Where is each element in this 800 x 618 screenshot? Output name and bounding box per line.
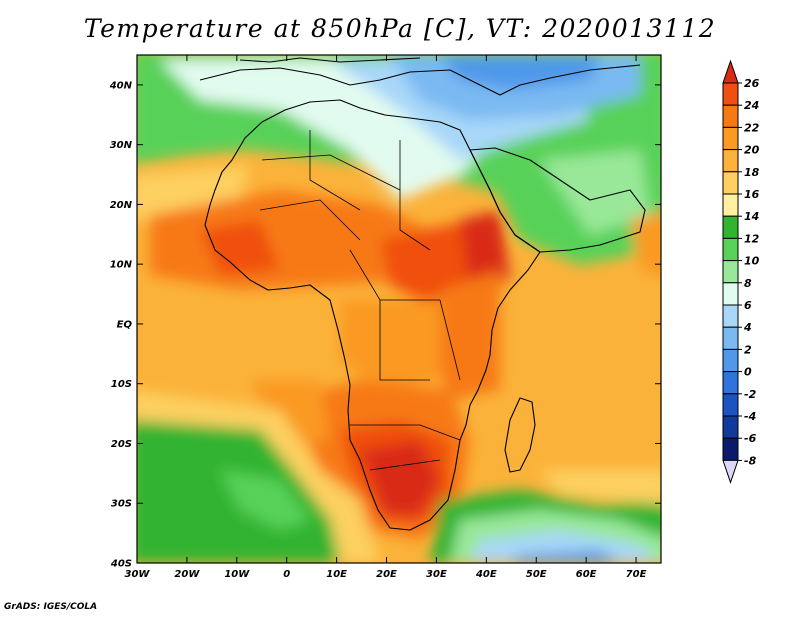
latitude-axis: 40N 30N 20N 10N EQ 10S 20S 30S 40S: [109, 80, 661, 570]
colorbar-label: -8: [744, 454, 757, 467]
colorbar-label: 8: [744, 277, 752, 290]
colorbar-top-arrow: [722, 59, 739, 84]
colorbar-swatch: [722, 171, 739, 195]
colorbar-label: 4: [743, 321, 752, 334]
colorbar-label: 6: [744, 299, 752, 312]
lat-tick-label: 20N: [110, 200, 133, 211]
lat-tick-label: 10N: [110, 260, 133, 271]
colorbar-label: -4: [744, 410, 756, 423]
colorbar-swatch: [722, 437, 739, 461]
colorbar-label: 10: [744, 255, 760, 268]
lon-tick-label: 30E: [426, 569, 447, 580]
lat-tick-label: 20S: [111, 439, 132, 450]
colorbar-swatch: [722, 326, 739, 350]
colorbar-swatch: [722, 126, 739, 151]
colorbar-label: -2: [744, 388, 757, 401]
lon-tick-label: 30W: [125, 569, 151, 580]
colorbar-swatch: [722, 215, 739, 239]
lon-tick-label: 50E: [526, 569, 547, 580]
lon-tick-label: 0: [283, 569, 290, 580]
lon-tick-label: 20E: [376, 569, 397, 580]
map-title: Temperature at 850hPa [C], VT: 202001311…: [83, 14, 717, 43]
colorbar-swatch: [722, 237, 739, 262]
colorbar-swatch: [722, 104, 739, 128]
colorbar-bottom-arrow: [722, 459, 739, 484]
colorbar-label: 16: [744, 188, 760, 201]
colorbar-label: 2: [744, 343, 752, 356]
lon-tick-label: 10W: [224, 569, 250, 580]
lon-tick-label: 20W: [174, 569, 200, 580]
longitude-axis: 30W 20W 10W 0 10E 20E 30E 40E 50E 60E 70E: [125, 55, 647, 580]
lon-tick-label: 40E: [475, 569, 497, 580]
lat-tick-label: 30S: [111, 499, 132, 510]
colorbar-label: 14: [744, 210, 759, 223]
colorbar-swatch: [722, 304, 739, 328]
lat-tick-label: 10S: [111, 379, 132, 390]
colorbar-label: 0: [744, 366, 752, 379]
lon-tick-label: 60E: [576, 569, 597, 580]
lon-tick-label: 10E: [326, 569, 347, 580]
lat-tick-label: 40N: [109, 80, 133, 91]
colorbar-swatch: [722, 149, 739, 173]
colorbar-swatch: [722, 415, 739, 439]
colorbar-swatch: [722, 282, 739, 306]
colorbar-swatch: [722, 348, 739, 373]
colorbar-label: 24: [744, 99, 759, 112]
map-frame: [136, 54, 662, 564]
colorbar-swatch: [722, 371, 739, 395]
credit-text: GrADS: IGES/COLA: [4, 602, 98, 612]
colorbar-swatch: [722, 193, 739, 217]
colorbar-label: 20: [744, 144, 760, 157]
colorbar-swatch: [722, 82, 739, 106]
lon-tick-label: 70E: [626, 569, 647, 580]
lat-tick-label: 30N: [110, 140, 133, 151]
temperature-field: [137, 55, 661, 563]
colorbar-swatch: [722, 393, 739, 417]
colorbar-label: -6: [744, 432, 757, 445]
lat-tick-label: 40S: [110, 559, 132, 570]
lat-tick-label: EQ: [117, 319, 133, 330]
colorbar-label: 18: [744, 166, 760, 179]
colorbar-label: 26: [744, 77, 760, 90]
colorbar-label: 22: [744, 121, 760, 134]
colorbar-swatch: [722, 260, 739, 284]
colorbar-label: 12: [744, 232, 760, 245]
